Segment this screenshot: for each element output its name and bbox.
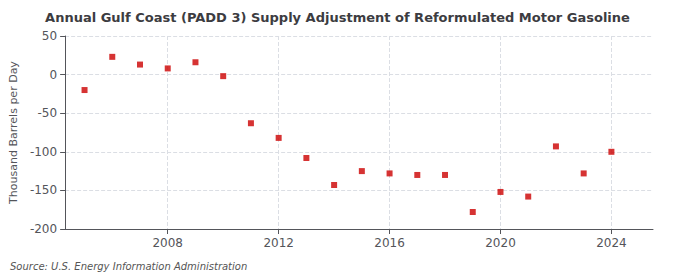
svg-text:2008: 2008 [152, 236, 183, 250]
svg-text:-100: -100 [30, 145, 57, 159]
svg-text:Annual Gulf Coast (PADD 3) Sup: Annual Gulf Coast (PADD 3) Supply Adjust… [45, 10, 630, 25]
svg-text:2020: 2020 [485, 236, 516, 250]
svg-text:2024: 2024 [596, 236, 627, 250]
svg-text:-50: -50 [38, 106, 58, 120]
svg-text:50: 50 [42, 29, 57, 43]
svg-text:2016: 2016 [374, 236, 405, 250]
svg-text:-150: -150 [30, 183, 57, 197]
svg-text:Thousand Barrels per Day: Thousand Barrels per Day [7, 61, 20, 205]
svg-text:-200: -200 [30, 222, 57, 236]
svg-text:2012: 2012 [263, 236, 294, 250]
svg-text:0: 0 [49, 68, 57, 82]
svg-text:Source: U.S. Energy Informatio: Source: U.S. Energy Information Administ… [10, 261, 247, 272]
